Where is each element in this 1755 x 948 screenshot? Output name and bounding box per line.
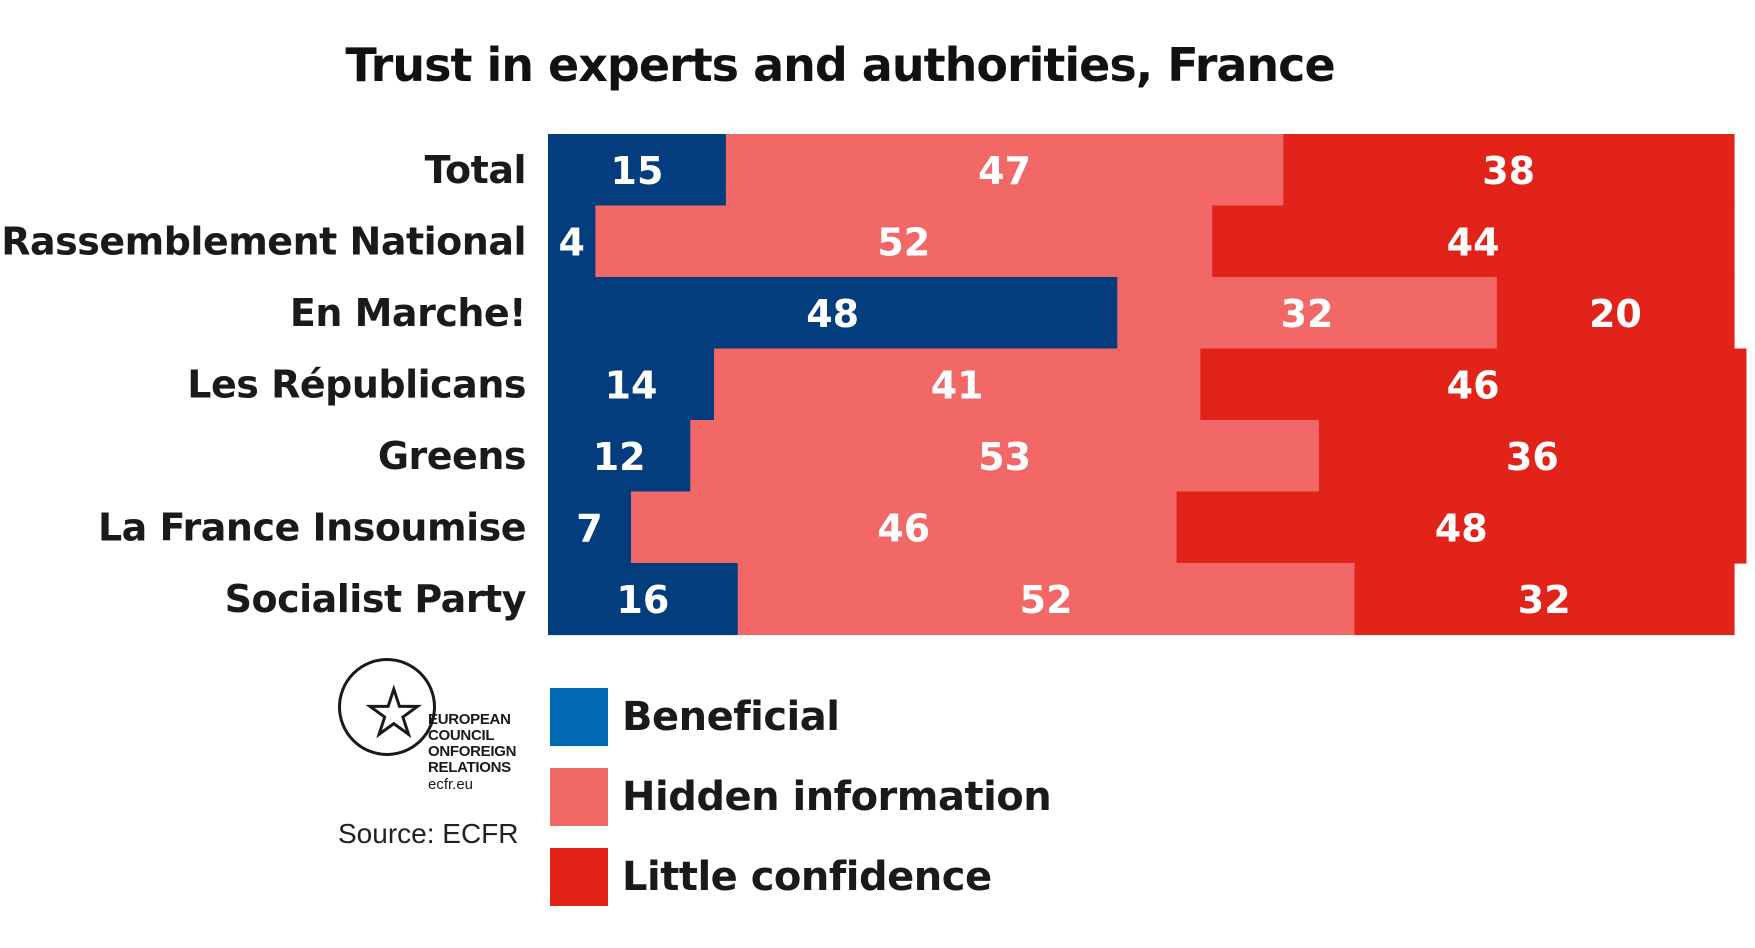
bar-beneficial-la-france-insoumise	[548, 491, 632, 564]
bar-little-confidence-greens	[1318, 420, 1747, 493]
legend-item-hidden-information: Hidden information	[550, 768, 1052, 826]
category-label-en-marche: En Marche!	[290, 291, 526, 335]
legend-item-little-confidence: Little confidence	[550, 848, 1051, 906]
data-label-beneficial-socialist-party: 16	[616, 578, 669, 622]
bar-little-confidence-les-republicans	[1200, 348, 1747, 421]
bar-beneficial-les-republicans	[548, 348, 715, 421]
data-label-beneficial-en-marche: 48	[806, 292, 859, 336]
data-label-little-confidence-la-france-insoumise: 48	[1435, 506, 1488, 550]
category-label-greens: Greens	[378, 434, 526, 478]
star-in-circle-icon: ★	[365, 676, 424, 749]
bar-hidden-information-la-france-insoumise	[631, 491, 1178, 564]
bar-hidden-information-socialist-party	[737, 563, 1356, 636]
bar-beneficial-en-marche	[548, 277, 1118, 350]
chart-title: Trust in experts and authorities, France	[345, 38, 1335, 92]
category-label-la-france-insoumise: La France Insoumise	[98, 505, 526, 549]
legend-swatch-hidden-information	[550, 768, 608, 826]
logo-circle	[338, 658, 436, 756]
category-label-les-republicans: Les Républicans	[187, 362, 526, 406]
logo-url: ecfr.eu	[428, 776, 474, 793]
bar-little-confidence-socialist-party	[1354, 563, 1735, 636]
bar-little-confidence-en-marche	[1496, 277, 1735, 350]
legend: Beneficial Hidden information Little con…	[550, 688, 1052, 928]
data-label-beneficial-rassemblement-national: 4	[558, 220, 584, 264]
bar-hidden-information-en-marche	[1117, 277, 1498, 350]
bar-hidden-information-total	[725, 134, 1284, 207]
data-label-beneficial-la-france-insoumise: 7	[576, 506, 602, 550]
bar-beneficial-rassemblement-national	[548, 205, 597, 278]
data-label-little-confidence-les-republicans: 46	[1447, 363, 1500, 407]
data-label-beneficial-total: 15	[611, 149, 664, 193]
bar-beneficial-greens	[548, 420, 691, 493]
bar-little-confidence-rassemblement-national	[1212, 205, 1735, 278]
ecfr-logo: ★ EUROPEAN COUNCIL ONFOREIGN RELATIONS e…	[338, 658, 538, 793]
data-label-little-confidence-en-marche: 20	[1589, 292, 1642, 336]
legend-swatch-beneficial	[550, 688, 608, 746]
data-label-hidden-information-total: 47	[978, 149, 1031, 193]
data-label-hidden-information-la-france-insoumise: 46	[877, 506, 930, 550]
bar-beneficial-total	[548, 134, 727, 207]
legend-label-beneficial: Beneficial	[622, 694, 840, 740]
category-label-socialist-party: Socialist Party	[225, 577, 527, 621]
legend-label-little-confidence: Little confidence	[622, 854, 992, 900]
data-label-hidden-information-greens: 53	[978, 435, 1031, 479]
bar-hidden-information-rassemblement-national	[595, 205, 1213, 278]
category-label-total: Total	[425, 148, 526, 192]
logo-wordmark: EUROPEAN COUNCIL ONFOREIGN RELATIONS	[428, 711, 517, 776]
data-label-little-confidence-total: 38	[1482, 149, 1535, 193]
bar-hidden-information-les-republicans	[714, 348, 1201, 421]
data-label-little-confidence-rassemblement-national: 44	[1447, 220, 1500, 264]
data-label-beneficial-les-republicans: 14	[605, 363, 658, 407]
bar-little-confidence-total	[1283, 134, 1735, 207]
data-label-hidden-information-socialist-party: 52	[1020, 578, 1073, 622]
data-label-beneficial-greens: 12	[593, 435, 646, 479]
data-label-little-confidence-socialist-party: 32	[1518, 578, 1571, 622]
data-label-hidden-information-rassemblement-national: 52	[877, 220, 930, 264]
bars-layer	[548, 134, 1747, 636]
legend-swatch-little-confidence	[550, 848, 608, 906]
category-label-rassemblement-national: Rassemblement National	[1, 219, 526, 263]
bar-little-confidence-la-france-insoumise	[1176, 491, 1747, 564]
legend-item-beneficial: Beneficial	[550, 688, 1051, 746]
data-label-little-confidence-greens: 36	[1506, 435, 1559, 479]
legend-label-hidden-information: Hidden information	[622, 774, 1052, 820]
bar-hidden-information-greens	[690, 420, 1320, 493]
data-label-hidden-information-en-marche: 32	[1281, 292, 1334, 336]
labels-layer: Total 15 47 38 Rassemblement National 4 52 44 En…	[1, 148, 1642, 622]
bar-beneficial-socialist-party	[548, 563, 739, 636]
source-note: Source: ECFR	[338, 818, 519, 849]
data-label-hidden-information-les-republicans: 41	[931, 363, 984, 407]
